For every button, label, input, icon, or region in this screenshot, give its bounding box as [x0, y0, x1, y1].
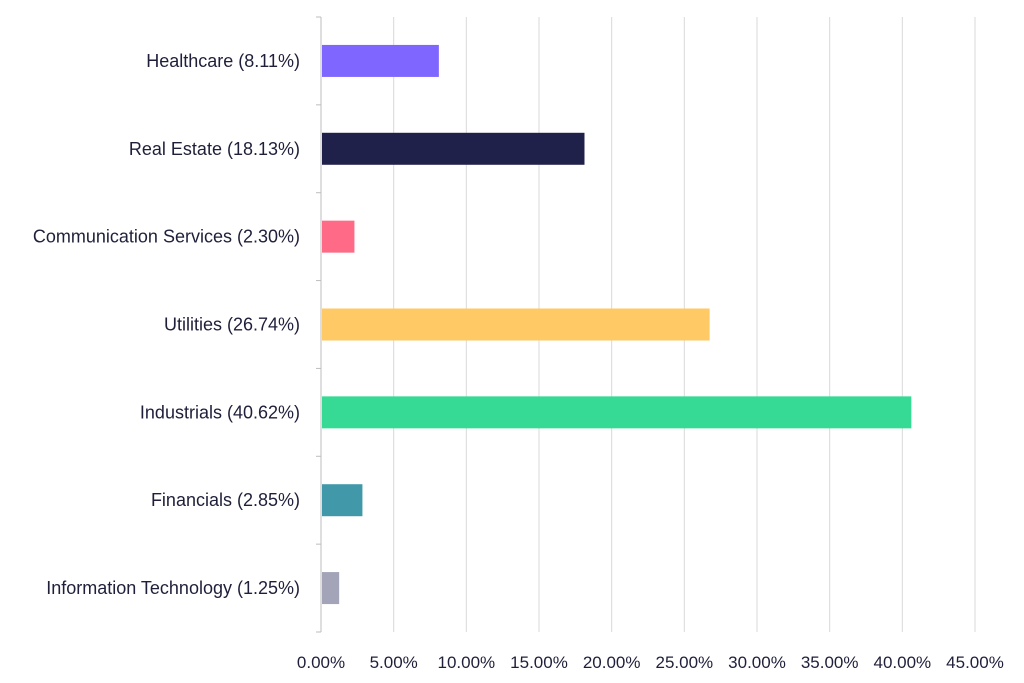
bar: [322, 220, 355, 253]
category-label: Real Estate (18.13%): [129, 139, 300, 159]
bar: [322, 572, 340, 605]
y-axis: [316, 16, 322, 633]
x-tick-label: 5.00%: [370, 653, 418, 672]
bar: [322, 484, 363, 517]
x-tick-label: 45.00%: [946, 653, 1004, 672]
category-labels: Healthcare (8.11%) Real Estate (18.13%) Co…: [33, 51, 300, 598]
x-tick-label: 30.00%: [728, 653, 786, 672]
category-label: Financials (2.85%): [151, 490, 300, 510]
x-tick-label: 35.00%: [801, 653, 859, 672]
category-label: Utilities (26.74%): [164, 315, 300, 335]
bar: [322, 44, 439, 77]
x-tick-label: 40.00%: [873, 653, 931, 672]
x-tick-label: 20.00%: [583, 653, 641, 672]
bars: [322, 44, 912, 605]
x-tick-label: 0.00%: [297, 653, 345, 672]
x-tick-label: 10.00%: [437, 653, 495, 672]
x-tick-label: 25.00%: [655, 653, 713, 672]
category-label: Healthcare (8.11%): [146, 51, 300, 71]
bar: [322, 308, 710, 341]
category-label: Information Technology (1.25%): [46, 578, 300, 598]
category-label: Industrials (40.62%): [140, 402, 300, 422]
bar: [322, 396, 912, 429]
category-label: Communication Services (2.30%): [33, 227, 300, 247]
x-tick-labels: 0.00% 5.00% 10.00% 15.00% 20.00% 25.00% 30.00%…: [297, 653, 1004, 672]
bar: [322, 132, 585, 165]
x-tick-label: 15.00%: [510, 653, 568, 672]
